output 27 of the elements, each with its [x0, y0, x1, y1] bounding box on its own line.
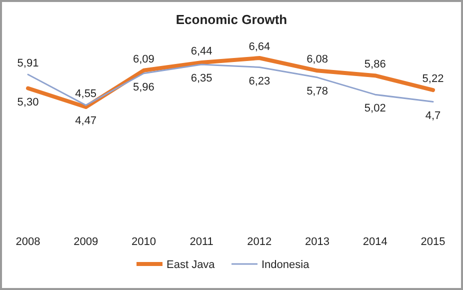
data-label: 6,23 — [248, 75, 270, 88]
x-tick-label: 2011 — [190, 236, 214, 248]
x-tick-label: 2008 — [16, 236, 40, 248]
data-label: 6,08 — [306, 54, 328, 66]
data-label: 4,55 — [75, 88, 97, 100]
legend-label: East Java — [166, 259, 216, 271]
data-label: 6,64 — [248, 41, 270, 53]
x-tick-label: 2010 — [131, 236, 156, 248]
data-label: 5,86 — [364, 58, 386, 71]
data-label: 5,30 — [17, 96, 39, 108]
legend-label: Indonesia — [262, 259, 310, 271]
data-label: 6,35 — [190, 72, 212, 85]
data-label: 5,02 — [364, 102, 386, 115]
data-label: 6,09 — [133, 53, 154, 66]
x-tick-label: 2015 — [420, 236, 446, 248]
x-tick-label: 2009 — [74, 236, 98, 248]
x-tick-label: 2012 — [247, 236, 272, 248]
data-label: 6,44 — [190, 46, 212, 58]
x-tick-label: 2014 — [362, 236, 388, 248]
x-tick-label: 2013 — [305, 236, 330, 248]
data-label: 5,91 — [17, 57, 39, 70]
data-label: 4,7 — [425, 110, 441, 122]
chart-title: Economic Growth — [176, 12, 288, 27]
data-label: 5,22 — [422, 73, 444, 86]
data-label: 5,96 — [133, 81, 154, 94]
data-label: 5,78 — [306, 85, 328, 98]
data-label: 4,47 — [75, 115, 97, 127]
